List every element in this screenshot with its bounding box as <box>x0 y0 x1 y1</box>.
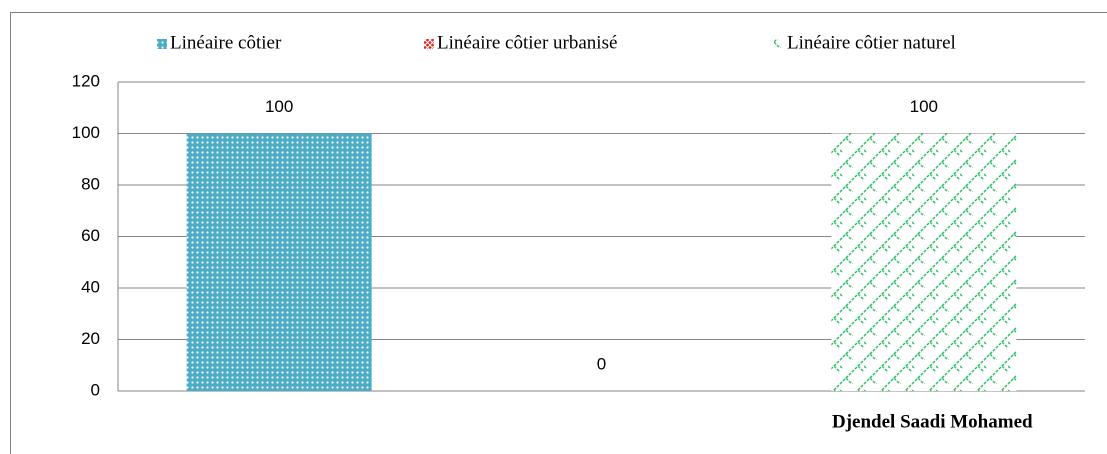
y-tick-label: 0 <box>91 380 100 399</box>
y-tick-label: 20 <box>81 329 100 348</box>
y-tick-label: 40 <box>81 277 100 296</box>
bar <box>186 133 372 391</box>
bar <box>831 133 1017 391</box>
data-label: 0 <box>597 354 606 373</box>
y-tick-label: 80 <box>81 174 100 193</box>
y-tick-label: 60 <box>81 226 100 245</box>
chart-border <box>10 12 1107 454</box>
annotation: Djendel Saadi Mohamed <box>832 411 1033 432</box>
y-tick-label: 100 <box>72 123 100 142</box>
y-tick-label: 120 <box>72 71 100 90</box>
data-label: 100 <box>265 97 293 116</box>
legend-marker <box>157 39 167 49</box>
data-label: 100 <box>910 97 938 116</box>
legend-marker <box>774 39 784 49</box>
legend-label: Linéaire côtier urbanisé <box>437 32 617 53</box>
legend-marker <box>424 39 434 49</box>
legend-label: Linéaire côtier <box>170 32 282 53</box>
legend-label: Linéaire côtier naturel <box>787 32 956 53</box>
